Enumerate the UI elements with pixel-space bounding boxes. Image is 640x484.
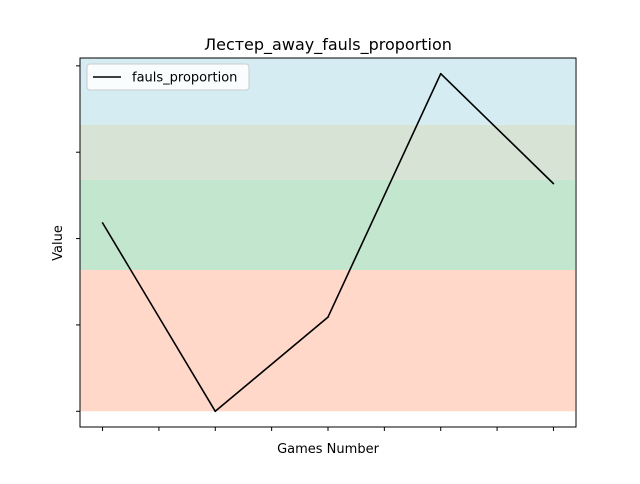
data-point [327, 316, 329, 318]
y-axis-label: Value [51, 225, 66, 261]
chart-title: Лестер_away_fauls_proportion [204, 35, 452, 55]
legend-box [86, 63, 250, 91]
data-point [214, 410, 217, 413]
x-axis-label: Games Number [277, 442, 379, 457]
background-band-3 [80, 124, 575, 180]
data-point [439, 72, 442, 75]
background-band-1 [80, 269, 575, 412]
legend-label: fauls_proportion [132, 71, 237, 86]
legend: fauls_proportion [86, 63, 250, 91]
series-lines [101, 72, 555, 413]
data-point [552, 182, 555, 185]
data-point [101, 222, 104, 224]
axes [76, 57, 577, 431]
background-bands [80, 58, 575, 412]
background-band-2 [80, 179, 575, 270]
